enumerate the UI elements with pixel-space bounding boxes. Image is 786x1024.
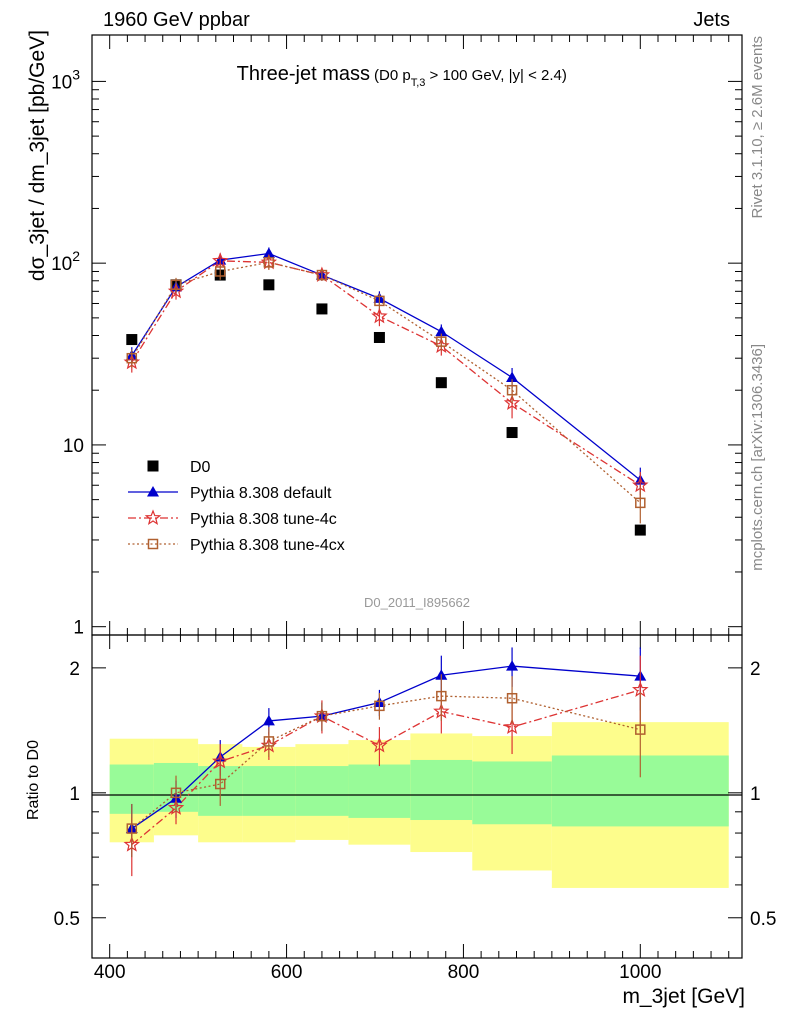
series-line-1: [131, 252, 641, 481]
ratio-point-2: [214, 778, 226, 790]
ratio-uncertainty-bands: [109, 722, 729, 888]
ratio-y-tick-label-right: 1: [750, 784, 761, 805]
data-point-0: [506, 427, 518, 439]
y-tick-label: 102: [51, 248, 80, 275]
ratio-y-tick-label: 2: [69, 659, 80, 680]
main-axis-ticks: [92, 35, 742, 635]
header-process: Jets: [693, 9, 730, 31]
data-point-3: [170, 279, 182, 291]
data-point-0: [634, 524, 646, 536]
x-axis-label: m_3jet [GeV]: [622, 985, 745, 1008]
data-point-3: [436, 336, 447, 347]
y-tick-label: 1: [73, 618, 84, 639]
data-point-3: [316, 269, 328, 281]
ratio-point-1: [212, 752, 229, 769]
data-point-1: [506, 371, 519, 382]
ratio-point-2: [170, 787, 182, 799]
ratio-y-tick-labels: 0.5 0.5 1 1 2 2: [54, 659, 777, 930]
ratio-point-2: [316, 710, 328, 722]
data-point-0: [373, 331, 385, 343]
ratio-point-2: [436, 690, 447, 702]
series-line-2: [131, 260, 641, 486]
ratio-y-tick-label-right: 0.5: [750, 909, 776, 930]
data-point-0: [263, 279, 275, 291]
legend-marker: [147, 486, 159, 497]
main-y-axis-label: dσ_3jet / dm_3jet [pb/GeV]: [26, 30, 49, 281]
header-energy: 1960 GeV ppbar: [103, 9, 250, 31]
ratio-point-2: [126, 823, 138, 834]
legend-label: Pythia 8.308 tune-4c: [190, 511, 337, 528]
green-band: [242, 766, 296, 816]
x-tick-label: 600: [271, 962, 303, 983]
ratio-point-0: [262, 714, 275, 726]
ratio-y-tick-label-right: 2: [750, 659, 761, 680]
legend-label: D0: [190, 459, 211, 476]
ratio-frame: [91, 634, 743, 959]
chart-subtitle: (D0 pT,3 > 100 GeV, |y| < 2.4): [374, 67, 567, 89]
data-point-3: [374, 295, 385, 307]
ratio-y-tick-label: 0.5: [54, 909, 80, 930]
main-y-tick-labels: 1 10 102 103: [51, 66, 84, 638]
data-point-2: [371, 307, 388, 324]
y-tick-label: 103: [51, 66, 80, 93]
legend-label: Pythia 8.308 tune-4cx: [190, 537, 345, 554]
data-point-1: [262, 247, 275, 259]
x-tick-labels: 400 600 800 1000: [94, 962, 662, 983]
data-point-3: [126, 352, 138, 364]
x-tick-label: 1000: [619, 962, 661, 983]
green-band: [348, 764, 411, 818]
data-point-1: [435, 325, 448, 337]
legend-label: Pythia 8.308 default: [190, 485, 332, 502]
x-tick-label: 400: [94, 962, 126, 983]
ratio-panel: 0.5 0.5 1 1 2 2 400 600 800 1000 Ratio to D0 m_3…: [25, 634, 777, 1008]
legend-marker: [144, 509, 162, 526]
data-point-0: [316, 303, 328, 315]
ratio-y-axis-label: Ratio to D0: [25, 740, 42, 820]
ratio-point-2: [263, 736, 275, 747]
x-tick-label: 800: [448, 962, 480, 983]
ratio-point-2: [635, 724, 646, 735]
ratio-point-0: [506, 660, 519, 671]
legend-marker: [147, 538, 159, 550]
ratio-y-tick-label: 1: [69, 784, 80, 805]
chart-title: Three-jet mass: [237, 63, 370, 85]
legend-marker: [147, 460, 159, 472]
analysis-watermark: D0_2011_I895662: [364, 595, 470, 610]
data-point-3: [635, 497, 646, 509]
ratio-point-1: [503, 718, 521, 735]
data-point-3: [263, 257, 275, 268]
ratio-point-2: [374, 700, 385, 712]
data-point-2: [212, 252, 229, 268]
data-point-3: [214, 266, 226, 277]
y-tick-label: 10: [63, 436, 84, 457]
mcplots-label: mcplots.cern.ch [arXiv:1306.3436]: [749, 344, 766, 571]
data-point-3: [506, 384, 518, 396]
data-point-0: [435, 377, 447, 389]
green-band: [472, 761, 552, 825]
data-point-2: [503, 394, 521, 411]
data-point-0: [126, 334, 138, 346]
ratio-axis-ticks: [92, 635, 742, 959]
green-band: [295, 766, 349, 816]
green-band: [410, 759, 473, 821]
main-panel: Three-jet mass (D0 pT,3 > 100 GeV, |y| <…: [26, 30, 743, 639]
ratio-point-2: [506, 692, 518, 704]
rivet-version-label: Rivet 3.1.10, ≥ 2.6M events: [749, 36, 766, 219]
legend: D0 Pythia 8.308 default Pythia 8.308 tune-…: [128, 459, 345, 554]
ratio-point-1: [371, 736, 388, 753]
ratio-line-1: [131, 689, 641, 846]
